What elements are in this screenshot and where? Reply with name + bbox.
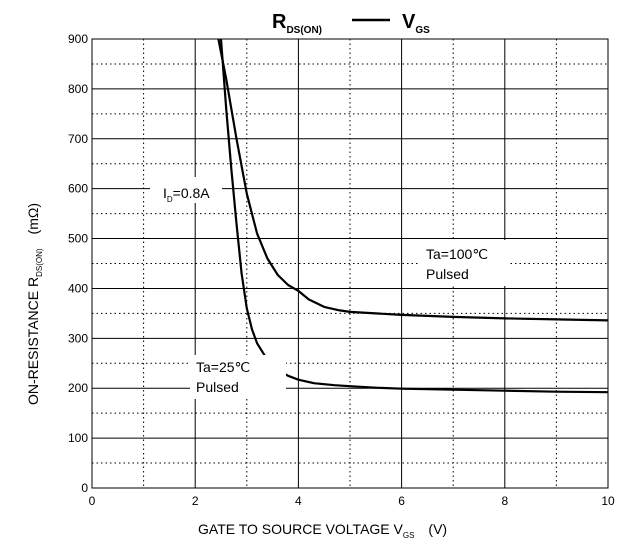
annotation-ta25: Ta=25℃ Pulsed [190,355,286,399]
y-tick-label: 600 [68,182,88,196]
y-tick-label: 0 [81,481,88,495]
series-line-1 [217,38,609,322]
y-tick-label: 800 [68,82,88,96]
annotation-ta25-line1: Ta=25℃ [196,359,250,375]
title-left: RDS(ON) [272,11,322,36]
annotation-ta100-bg [420,240,508,286]
series-line-0 [219,38,609,394]
annotation-id: ID=0.8A [150,177,222,204]
annotation-ta100-line2: Pulsed [426,266,469,282]
annotation-ta25-bg [190,355,286,399]
y-tick-label: 500 [68,232,88,246]
y-tick-label: 300 [68,331,88,345]
x-tick-label: 2 [192,494,199,508]
annotation-id-text: ID=0.8A [163,185,210,204]
y-tick-label: 700 [68,132,88,146]
title-right: VGS [402,11,430,36]
series-layer [217,38,609,394]
y-tick-label: 100 [68,431,88,445]
x-tick-label: 8 [501,494,508,508]
annotation-ta25-line2: Pulsed [196,379,239,395]
x-axis-label: GATE TO SOURCE VOLTAGE VGS (V) [198,521,447,540]
grid-layer [92,39,608,488]
x-tick-labels: 0 2 4 6 8 10 [89,494,615,508]
y-axis-label: ON-RESISTANCE RDS(ON)(mΩ) [25,203,44,405]
x-tick-label: 10 [601,494,615,508]
x-tick-label: 6 [398,494,405,508]
annotation-id-bg [150,177,222,203]
chart-title: RDS(ON) VGS [272,11,430,36]
x-tick-label: 0 [89,494,96,508]
annotation-ta100-line1: Ta=100℃ [426,246,488,262]
y-tick-labels: 0 100 200 300 400 500 600 700 800 900 [68,32,88,495]
x-tick-label: 4 [295,494,302,508]
y-tick-label: 900 [68,32,88,46]
y-tick-label: 200 [68,381,88,395]
annotation-ta100: Ta=100℃ Pulsed [420,240,508,286]
y-tick-label: 400 [68,281,88,295]
plot-frame [91,38,609,489]
